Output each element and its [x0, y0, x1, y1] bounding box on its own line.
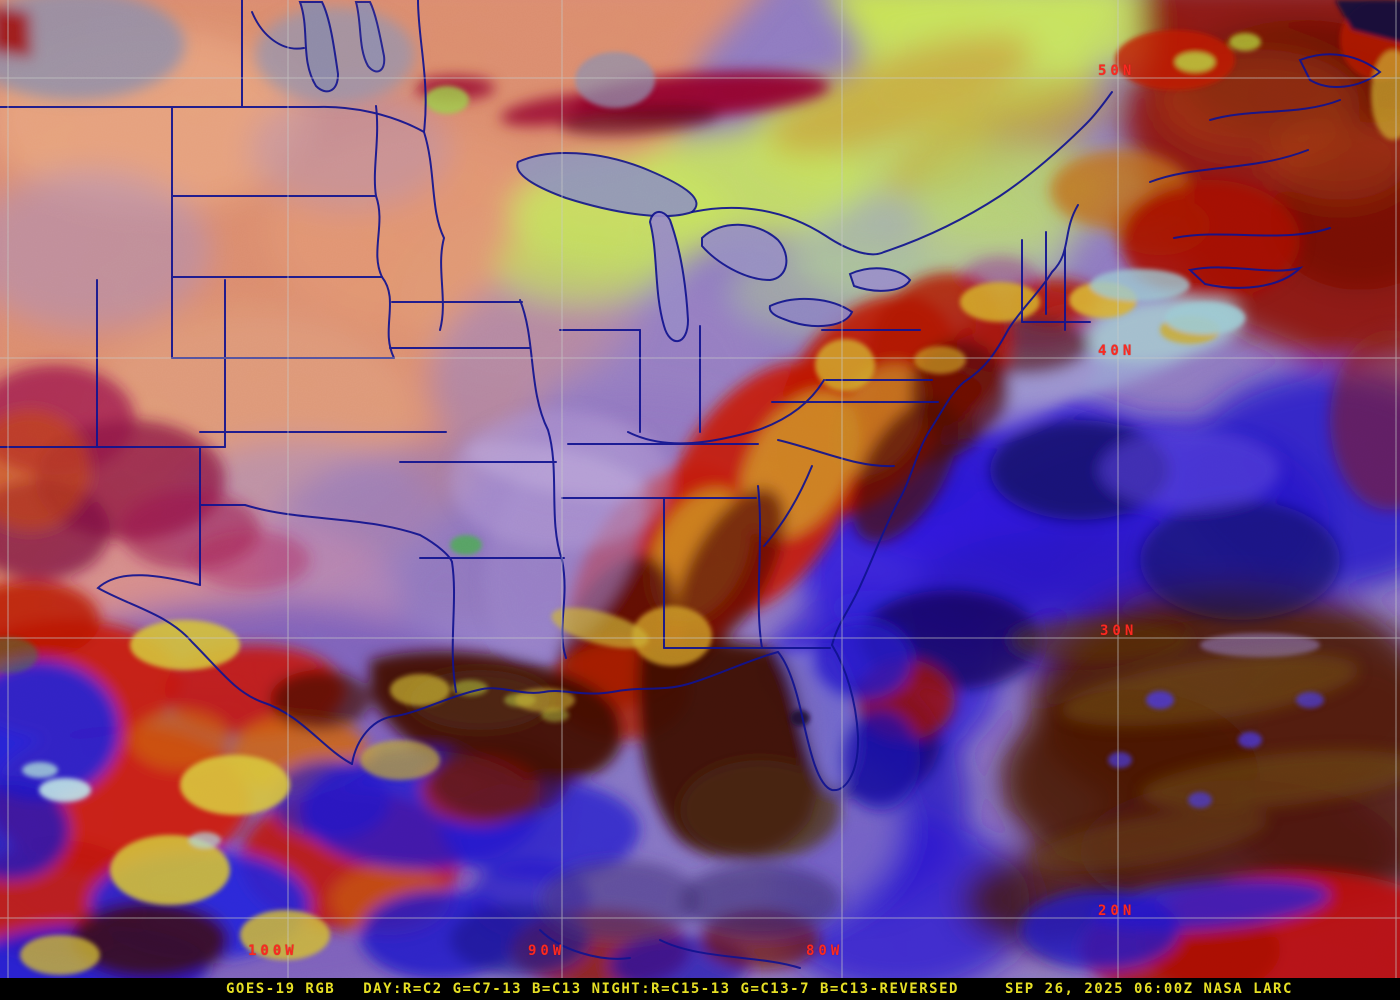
lon-label-90w: 90W [528, 943, 566, 959]
sensor-grain-texture [0, 0, 1400, 978]
lat-label-20n: 20N [1098, 903, 1136, 919]
status-bar: GOES-19 RGB DAY:R=C2 G=C7-13 B=C13 NIGHT… [0, 978, 1400, 1000]
status-recipe-label: DAY:R=C2 G=C7-13 B=C13 NIGHT:R=C15-13 G=… [363, 981, 959, 997]
lat-label-50n: 50N [1098, 63, 1136, 79]
satellite-map [0, 0, 1400, 978]
lat-label-30n: 30N [1100, 623, 1138, 639]
lon-label-80w: 80W [806, 943, 844, 959]
status-product-label: GOES-19 RGB [226, 981, 336, 997]
status-timestamp-label: SEP 26, 2025 06:00Z NASA LARC [1004, 981, 1293, 997]
lon-label-100w: 100W [248, 943, 298, 959]
lat-label-40n: 40N [1098, 343, 1136, 359]
